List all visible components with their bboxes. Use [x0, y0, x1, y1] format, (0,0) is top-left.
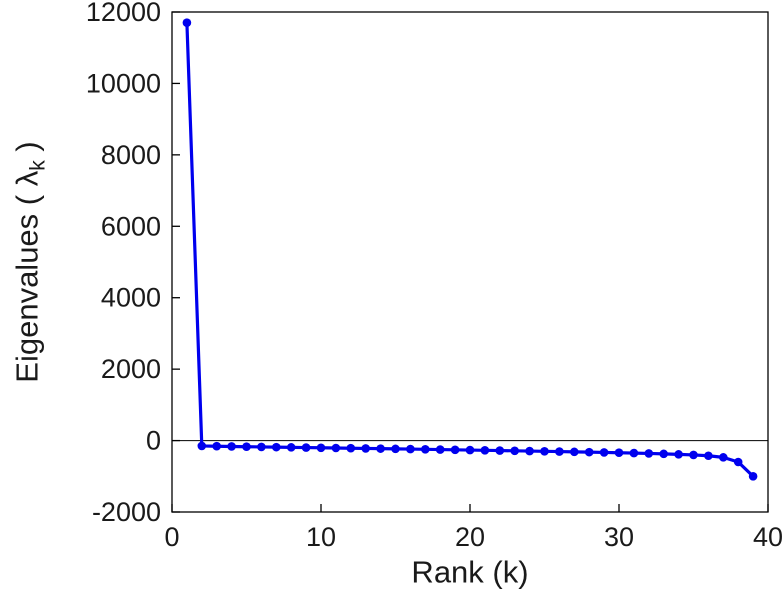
lambda-symbol: λ: [9, 170, 45, 187]
x-tick-label: 40: [753, 522, 782, 552]
data-point: [286, 443, 296, 452]
data-point: [629, 448, 639, 458]
data-point: [733, 457, 743, 467]
plot-box: [171, 11, 769, 513]
data-point: [242, 442, 251, 452]
data-point: [421, 445, 430, 454]
data-point: [540, 447, 549, 456]
data-point: [644, 449, 654, 458]
data-point: [227, 442, 236, 451]
data-point: [748, 471, 758, 481]
data-point: [510, 446, 519, 456]
data-point: [435, 445, 445, 454]
series-line: [185, 21, 755, 478]
data-point: [197, 441, 207, 451]
y-tick-label: 12000: [86, 0, 161, 27]
data-point: [182, 18, 192, 28]
data-point: [257, 442, 266, 452]
data-point: [614, 448, 624, 458]
y-axis-label-prefix: Eigenvalues (: [9, 186, 45, 383]
data-point: [301, 443, 311, 452]
y-tick-label: 4000: [101, 283, 161, 313]
y-tick-label: 6000: [101, 211, 161, 241]
data-point: [346, 443, 356, 453]
data-point: [599, 448, 609, 457]
data-point: [570, 447, 579, 457]
x-tick-label: 10: [306, 522, 336, 552]
data-point: [316, 443, 326, 453]
data-point: [525, 446, 534, 456]
data-point: [480, 446, 490, 455]
data-point: [450, 445, 460, 455]
data-point: [555, 447, 564, 456]
x-tick-label: 30: [604, 522, 634, 552]
data-point: [331, 443, 341, 453]
y-axis-label-suffix: ): [9, 141, 45, 161]
data-point: [495, 446, 505, 455]
data-point: [659, 449, 668, 459]
data-point: [719, 453, 728, 462]
data-point: [391, 444, 400, 454]
y-tick-label: -2000: [92, 497, 161, 527]
data-point: [584, 447, 594, 457]
x-tick-label: 0: [164, 522, 179, 552]
y-axis-label: Eigenvalues ( λk ): [9, 141, 50, 383]
x-tick-label: 20: [455, 522, 485, 552]
data-point: [272, 442, 281, 452]
y-tick-label: 2000: [101, 354, 161, 384]
data-point: [689, 450, 698, 460]
data-point: [212, 441, 221, 451]
data-point: [704, 451, 713, 461]
y-axis-label-subscript: k: [26, 160, 50, 171]
y-tick-label: 0: [146, 426, 161, 456]
y-tick-label: 10000: [86, 68, 161, 98]
x-axis-label: Rank (k): [411, 554, 529, 590]
data-point: [361, 444, 371, 453]
data-point: [406, 444, 415, 454]
data-point: [465, 445, 475, 455]
y-tick-label: 8000: [101, 140, 161, 170]
data-point: [674, 450, 683, 459]
data-point: [376, 444, 385, 453]
